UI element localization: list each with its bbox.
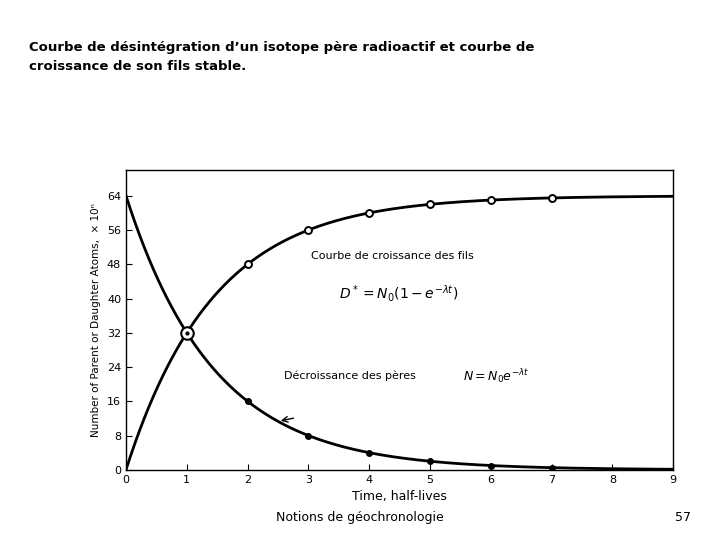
Text: Courbe de désintégration d’un isotope père radioactif et courbe de
croissance de: Courbe de désintégration d’un isotope pè…: [29, 40, 534, 72]
Text: 4.1 Le couple Rb/Sr - Principe: 4.1 Le couple Rb/Sr - Principe: [9, 9, 285, 26]
Text: $D^* = N_0\left(1 - e^{-\lambda t}\right)$: $D^* = N_0\left(1 - e^{-\lambda t}\right…: [339, 284, 458, 305]
X-axis label: Time, half-lives: Time, half-lives: [352, 490, 447, 503]
Text: Courbe de croissance des fils: Courbe de croissance des fils: [312, 251, 474, 261]
Text: Décroissance des pères: Décroissance des pères: [284, 370, 416, 381]
Text: 57: 57: [675, 511, 691, 524]
Y-axis label: Number of Parent or Daughter Atoms,  × 10ⁿ: Number of Parent or Daughter Atoms, × 10…: [91, 203, 102, 437]
Text: Notions de géochronologie: Notions de géochronologie: [276, 511, 444, 524]
Text: $N = N_0 e^{-\lambda t}$: $N = N_0 e^{-\lambda t}$: [464, 367, 530, 384]
